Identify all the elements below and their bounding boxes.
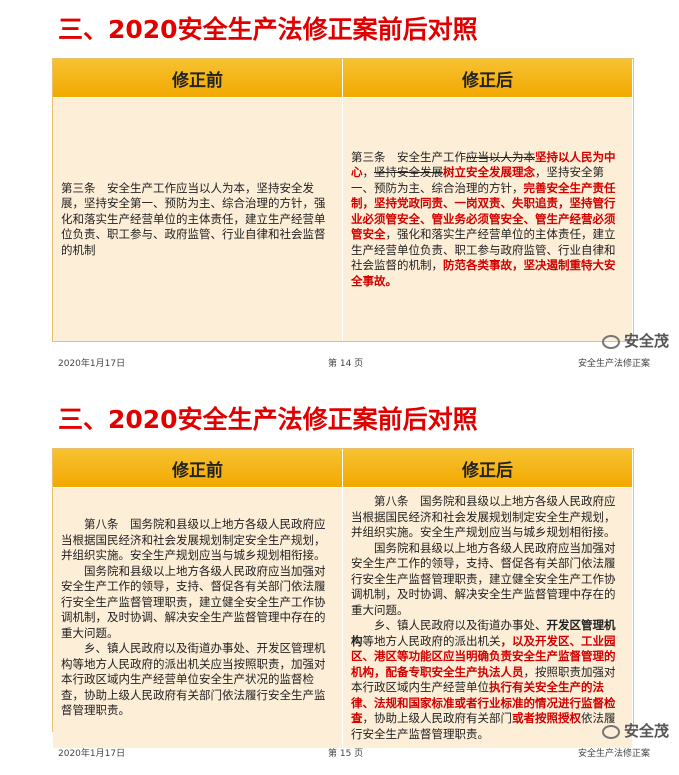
paragraph: 国务院和县级以上地方各级人民政府应当加强对安全生产工作的领导，支持、督促各有关部… bbox=[351, 541, 624, 619]
column-header: 修正后 bbox=[343, 449, 633, 487]
slide-title: 三、2020安全生产法修正案前后对照 bbox=[58, 15, 478, 44]
column-header: 修正后 bbox=[343, 59, 633, 97]
text-run: ，协助上级人民政府有关部门 bbox=[362, 711, 513, 725]
text-run: ， bbox=[362, 165, 375, 180]
slide: 三、2020安全生产法修正案前后对照 修正前 修正后 第八条 国务院和县级以上地方各级… bbox=[0, 390, 679, 775]
text-run: 完善安全生产责任制，坚持党政同责、一岗双责、失职追责，坚持管行业必须管安全、管业… bbox=[351, 180, 616, 242]
watermark: 安全茂 bbox=[602, 720, 669, 741]
text-run: 开发区管理机构 bbox=[351, 618, 616, 648]
text-run: 第八条 国务院和县级以上地方各级人民政府应当根据国民经济和社会发展规划制定安全生… bbox=[61, 517, 326, 563]
text-run: ，以及开发区、工业园区、港区等功能区应当明确负责安全生产监督管理的机构，配备专职… bbox=[351, 633, 616, 679]
paragraph: 乡、镇人民政府以及街道办事处、开发区管理机构等地方人民政府的派出机关应当按照职责… bbox=[61, 641, 334, 719]
text-run: 乡、镇人民政府以及街道办事处、开发区管理机构等地方人民政府的派出机关应当按照职责… bbox=[61, 641, 326, 718]
footer-label: 安全生产法修正案 bbox=[578, 359, 651, 369]
text-run: 应当以人为本 bbox=[466, 149, 535, 164]
paragraph: 第八条 国务院和县级以上地方各级人民政府应当根据国民经济和社会发展规划制定安全生… bbox=[61, 517, 334, 564]
paragraph: 第八条 国务院和县级以上地方各级人民政府应当根据国民经济和社会发展规划制定安全生… bbox=[351, 494, 624, 541]
footer-page: 第 15 页 bbox=[328, 749, 364, 759]
text-run: 乡、镇人民政府以及街道办事处、 bbox=[374, 618, 547, 632]
footer-page: 第 14 页 bbox=[328, 359, 364, 369]
paragraph: 第三条 安全生产工作应当以人为本，坚持安全发展，坚持安全第一、预防为主、综合治理… bbox=[61, 181, 334, 259]
text-run: ，强化和落实生产经营单位的主体责任，建立生产经营单位负责、职工参与政府监管、行业… bbox=[351, 227, 616, 273]
text-run: 树立安全发展理念 bbox=[443, 165, 535, 180]
text-run: ，坚持安全第一、预防为主、综合治理的方针， bbox=[351, 165, 604, 195]
text-cell: 第八条 国务院和县级以上地方各级人民政府应当根据国民经济和社会发展规划制定安全生… bbox=[53, 487, 343, 748]
text-cell: 第三条 安全生产工作应当以人为本，坚持安全发展，坚持安全第一、预防为主、综合治理… bbox=[53, 97, 343, 341]
text-run: 防范各类事故，坚决遏制重特大安全事故。 bbox=[351, 258, 616, 288]
text-run: 坚持安全发展 bbox=[374, 165, 443, 180]
text-run: 第三条 安全生产工作应当以人为本，坚持安全发展，坚持安全第一、预防为主、综合治理… bbox=[61, 180, 326, 257]
comparison-table: 修正前 修正后 第三条 安全生产工作应当以人为本，坚持安全发展，坚持安全第一、预防为… bbox=[52, 58, 634, 342]
text-run: 国务院和县级以上地方各级人民政府应当加强对安全生产工作的领导，支持、督促各有关部… bbox=[351, 540, 616, 617]
paragraph: 乡、镇人民政府以及街道办事处、开发区管理机构等地方人民政府的派出机关，以及开发区… bbox=[351, 618, 624, 742]
slide-title: 三、2020安全生产法修正案前后对照 bbox=[58, 405, 478, 434]
text-run: 国务院和县级以上地方各级人民政府应当加强对安全生产工作的领导，支持、督促各有关部… bbox=[61, 563, 326, 640]
footer-date: 2020年1月17日 bbox=[58, 359, 126, 369]
text-run: 第三条 安全生产工作 bbox=[351, 149, 466, 164]
column-header: 修正前 bbox=[53, 449, 343, 487]
paragraph: 第三条 安全生产工作应当以人为本坚持以人民为中心，坚持安全发展树立安全发展理念，… bbox=[351, 150, 624, 290]
text-run: 坚持以人民为中心 bbox=[351, 149, 616, 180]
text-run: 或者按照授权 bbox=[512, 711, 581, 725]
text-run: 第八条 国务院和县级以上地方各级人民政府应当根据国民经济和社会发展规划制定安全生… bbox=[351, 494, 616, 539]
footer-date: 2020年1月17日 bbox=[58, 749, 126, 759]
column-header: 修正前 bbox=[53, 59, 343, 97]
text-run: ，按照职责加强对本行政区域内生产经营单位 bbox=[351, 664, 616, 695]
text-cell: 第三条 安全生产工作应当以人为本坚持以人民为中心，坚持安全发展树立安全发展理念，… bbox=[343, 97, 633, 341]
comparison-table: 修正前 修正后 第八条 国务院和县级以上地方各级人民政府应当根据国民经济和社会发展规… bbox=[52, 448, 634, 748]
text-run: 等地方人民政府的派出机关 bbox=[362, 633, 501, 648]
text-cell: 第八条 国务院和县级以上地方各级人民政府应当根据国民经济和社会发展规划制定安全生… bbox=[343, 487, 633, 748]
text-run: 执行有关安全生产的法律、法规和国家标准或者行业标准的情况进行监督检查 bbox=[351, 680, 616, 725]
watermark: 安全茂 bbox=[602, 330, 669, 351]
footer-label: 安全生产法修正案 bbox=[578, 749, 651, 759]
slide: 三、2020安全生产法修正案前后对照修正前 修正后第三条 安全生产工作应当以人为本… bbox=[0, 0, 679, 385]
paragraph: 国务院和县级以上地方各级人民政府应当加强对安全生产工作的领导，支持、督促各有关部… bbox=[61, 564, 334, 642]
